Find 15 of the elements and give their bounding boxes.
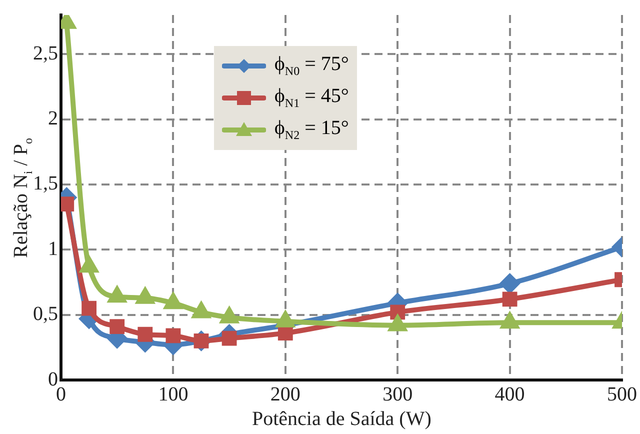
y-tick-label: 0	[48, 368, 58, 390]
x-tick-label: 300	[382, 383, 413, 406]
y-tick-label: 2,5	[33, 42, 58, 64]
y-tick-label: 1,5	[33, 172, 58, 195]
x-tick-label: 500	[607, 383, 637, 406]
y-tick-label: 1	[48, 238, 58, 260]
x-tick-label: 200	[270, 383, 300, 406]
y-tick-label: 0,5	[33, 303, 58, 326]
x-tick-label: 100	[158, 383, 188, 406]
x-axis-title: Potência de Saída (W)	[252, 408, 432, 431]
legend-label: ϕ$_{N1}$ = 45°	[274, 85, 349, 111]
legend-label: ϕ$_{N2}$ = 15°	[274, 117, 349, 143]
x-tick-label: 400	[494, 383, 525, 406]
legend-label: ϕ$_{N0}$ = 75°	[274, 53, 349, 79]
y-tick-label: 2	[48, 108, 58, 130]
